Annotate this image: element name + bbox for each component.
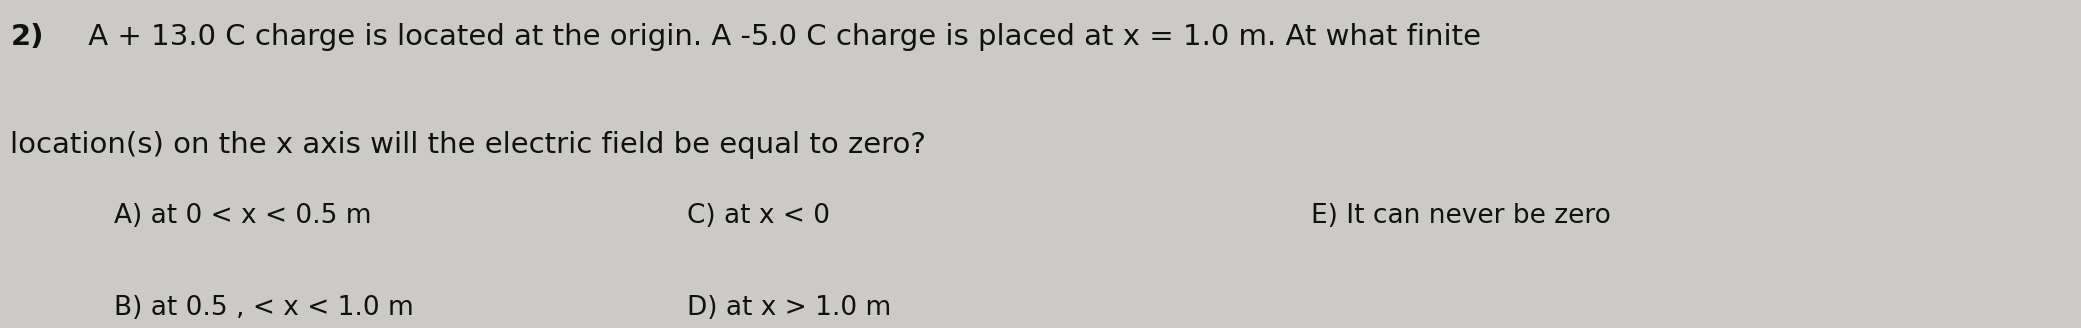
Text: B) at 0.5 , < x < 1.0 m: B) at 0.5 , < x < 1.0 m [114, 295, 414, 321]
Text: D) at x > 1.0 m: D) at x > 1.0 m [687, 295, 891, 321]
Text: 2): 2) [10, 23, 44, 51]
Text: A + 13.0 C charge is located at the origin. A -5.0 C charge is placed at x = 1.0: A + 13.0 C charge is located at the orig… [79, 23, 1482, 51]
Text: location(s) on the x axis will the electric field be equal to zero?: location(s) on the x axis will the elect… [10, 131, 926, 159]
Text: E) It can never be zero: E) It can never be zero [1311, 203, 1611, 229]
Text: A) at 0 < x < 0.5 m: A) at 0 < x < 0.5 m [114, 203, 372, 229]
Text: C) at x < 0: C) at x < 0 [687, 203, 830, 229]
